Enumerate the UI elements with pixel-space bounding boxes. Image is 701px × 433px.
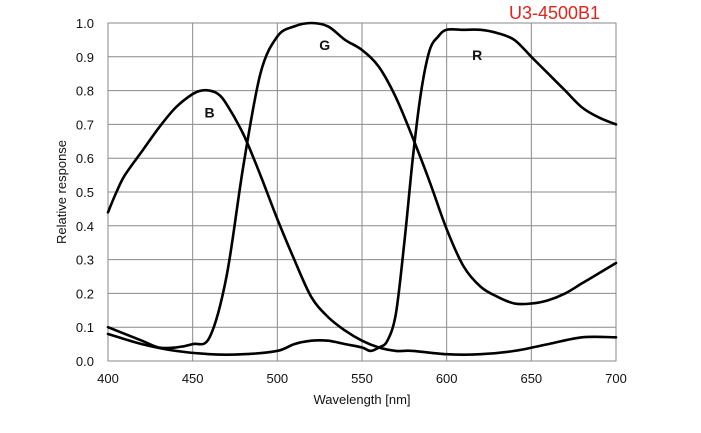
y-tick-label: 0.6 <box>76 151 94 166</box>
x-tick-label: 450 <box>182 371 204 386</box>
plot-frame <box>107 22 617 362</box>
series-b-line <box>106 88 618 356</box>
y-tick-label: 0.0 <box>76 354 94 369</box>
series-g-line <box>106 21 618 350</box>
series-labels: B G R <box>205 37 483 121</box>
chart-title: U3-4500B1 <box>509 3 600 23</box>
x-tick-label: 700 <box>605 371 627 386</box>
y-tick-label: 0.7 <box>76 117 94 132</box>
x-axis-title: Wavelength [nm] <box>313 392 410 407</box>
y-tick-label: 0.5 <box>76 185 94 200</box>
y-axis-title: Relative response <box>54 140 69 244</box>
tick-labels: 400 450 500 550 600 650 700 0.0 0.1 0.2 0.3 0.4 0.5 0… <box>76 16 627 386</box>
y-tick-label: 0.3 <box>76 253 94 268</box>
y-tick-label: 0.4 <box>76 219 94 234</box>
y-tick-label: 1.0 <box>76 16 94 31</box>
y-tick-label: 0.9 <box>76 50 94 65</box>
x-tick-label: 550 <box>351 371 373 386</box>
y-tick-label: 0.2 <box>76 286 94 301</box>
curves <box>106 21 618 356</box>
y-tick-label: 0.1 <box>76 320 94 335</box>
series-g-label: G <box>319 37 330 53</box>
series-b-label: B <box>205 105 215 121</box>
series-r-line <box>106 27 618 356</box>
series-r-label: R <box>472 47 482 63</box>
y-tick-label: 0.8 <box>76 84 94 99</box>
x-tick-label: 650 <box>520 371 542 386</box>
grid <box>107 22 617 362</box>
x-tick-label: 400 <box>97 371 119 386</box>
x-tick-label: 500 <box>266 371 288 386</box>
x-tick-label: 600 <box>436 371 458 386</box>
